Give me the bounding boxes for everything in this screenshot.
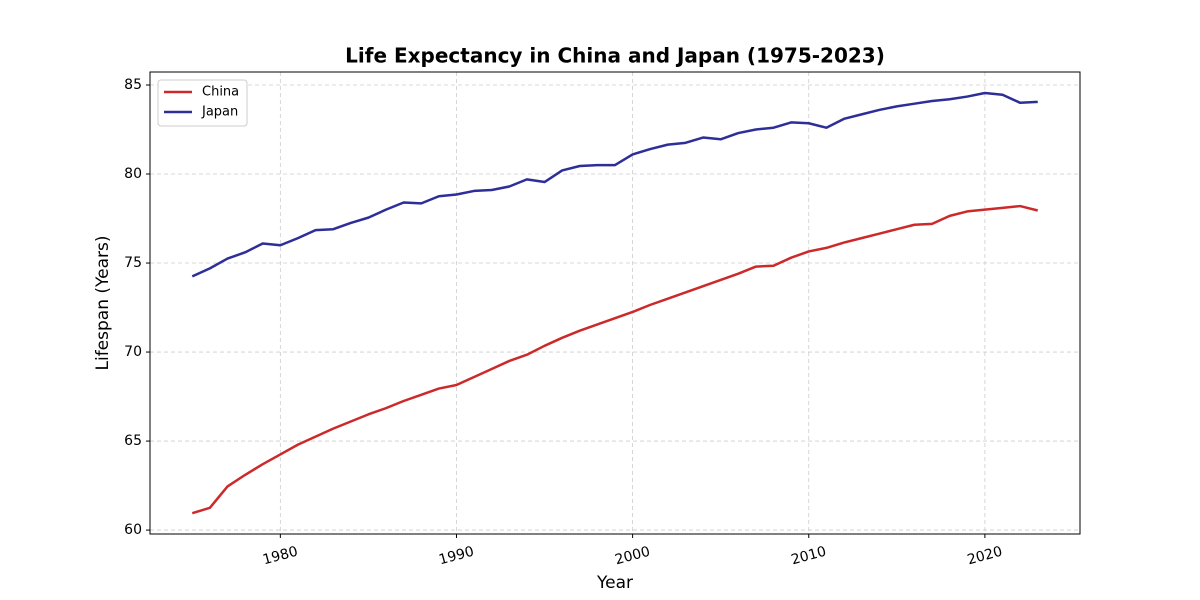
plot-frame	[149, 71, 1081, 535]
legend-label: Japan	[201, 105, 238, 120]
x-tick-label: 1980	[261, 544, 300, 569]
y-tick-label: 70	[124, 344, 142, 360]
x-axis-label: Year	[596, 573, 633, 593]
x-tick-label: 2010	[789, 544, 828, 569]
chart-title: Life Expectancy in China and Japan (1975…	[345, 44, 885, 68]
y-tick-label: 65	[124, 433, 142, 449]
y-tick-label: 60	[124, 522, 142, 538]
legend-label: China	[202, 85, 239, 100]
y-tick-label: 80	[124, 166, 142, 182]
y-tick-label: 75	[124, 255, 142, 271]
line	[191, 91, 1038, 278]
x-tick-label: 2000	[613, 544, 652, 569]
x-tick-label: 1990	[437, 544, 476, 569]
y-tick-label: 85	[124, 77, 142, 93]
x-tick-label: 2020	[966, 544, 1005, 569]
line	[191, 204, 1039, 515]
y-axis-label: Lifespan (Years)	[93, 236, 113, 371]
